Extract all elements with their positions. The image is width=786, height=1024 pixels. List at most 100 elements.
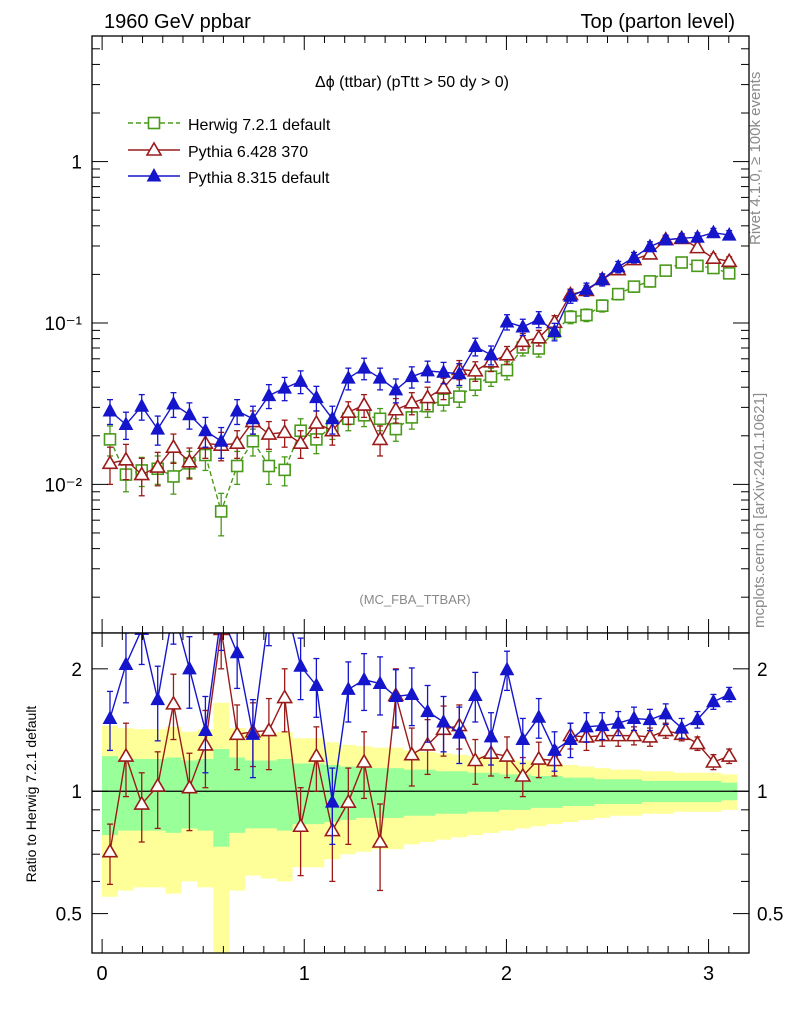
header-left: 1960 GeV ppbar	[104, 11, 251, 33]
ratio-series-1-point	[340, 681, 356, 695]
ratio-series-1-point	[102, 710, 118, 724]
series-1-point	[498, 346, 516, 361]
ratio-series-0-point	[165, 695, 182, 710]
series-1-point	[466, 362, 484, 377]
series-2-point	[388, 381, 404, 396]
series-2-point	[515, 318, 531, 333]
series-1-point	[720, 252, 738, 268]
legend-entry-1	[128, 141, 180, 156]
series-0-point	[230, 459, 244, 473]
legend-label-herwig: Herwig 7.2.1 default	[188, 117, 331, 134]
series-1-point	[435, 379, 452, 394]
series-2-point	[563, 288, 578, 302]
ratio-band-1sigma	[102, 749, 738, 847]
series-1-point	[689, 239, 706, 254]
series-0-point	[453, 390, 466, 403]
series-2-point	[245, 410, 261, 425]
series-1-point	[419, 388, 436, 404]
ratio-series-0-point	[514, 767, 532, 782]
series-2-point	[499, 313, 515, 328]
series-0-point	[278, 463, 291, 477]
ratio-series-0-point	[133, 795, 151, 810]
ratio-series-1-point	[198, 722, 213, 737]
series-1-point	[339, 403, 357, 419]
series-1-point	[387, 401, 405, 416]
ratio-series-0-point	[260, 721, 278, 737]
series-1-point	[514, 332, 532, 348]
series-2-point	[150, 421, 166, 435]
ratio-series-1-point	[531, 709, 547, 723]
series-2-point	[436, 364, 451, 378]
ratio-series-1-point	[547, 742, 562, 756]
series-2	[102, 224, 737, 459]
ratio-series-0-point	[355, 753, 373, 768]
series-1-point	[133, 465, 151, 481]
ratio-series-1-point	[293, 658, 308, 672]
ratio-series-1-point	[245, 726, 261, 740]
ratio-series-1-point	[594, 717, 610, 732]
series-2-point	[102, 402, 118, 417]
series-1-point	[307, 414, 325, 429]
series-1-point	[355, 396, 373, 411]
series-0-point	[500, 363, 514, 377]
ratio-series-1-point	[626, 710, 642, 724]
series-2-point	[213, 433, 229, 447]
series-2-point	[229, 402, 245, 417]
ratio-y-tick-label-right: 2	[757, 660, 768, 681]
ratio-series-0-point	[625, 727, 643, 742]
ratio-series-1-point	[372, 675, 388, 690]
series-0-point	[373, 412, 387, 426]
ratio-y-tick-label-right: 1	[757, 782, 768, 803]
ratio-series-1-point	[642, 711, 658, 726]
legend-label-pythia6: Pythia 6.428 370	[188, 144, 308, 161]
ratio-series-1-point	[563, 731, 578, 746]
ratio-y-tick-label-right: 0.5	[757, 905, 783, 926]
legend: Herwig 7.2.1 default Pythia 6.428 370 Py…	[128, 116, 331, 187]
ratio-series-1-point	[721, 686, 737, 700]
ratio-series-1-point	[610, 715, 626, 729]
series-2-point	[277, 380, 292, 394]
series-0-point	[564, 310, 577, 324]
main-y-tick-label: 10⁻²	[45, 475, 83, 496]
series-0-point	[643, 275, 657, 288]
series-2-point	[626, 249, 642, 264]
series-0-point	[595, 299, 609, 312]
plot-title: Δϕ (ttbar) (pTtt > 50 dy > 0)	[315, 74, 509, 91]
main-y-tick-label: 10⁻¹	[45, 314, 83, 335]
ratio-series-1-point	[690, 711, 705, 726]
ratio-series-0-point	[228, 725, 246, 741]
mcplots-reference-label: mcplots.cern.ch [arXiv:2401.10621]	[751, 393, 768, 628]
series-2-point	[198, 422, 213, 437]
series-1-point	[181, 453, 198, 468]
series-1-point	[705, 249, 722, 265]
ratio-series-0-point	[689, 734, 706, 750]
ratio-series-1-point	[356, 671, 372, 686]
series-2-point	[451, 365, 467, 380]
ratio-series-0-point	[307, 747, 325, 762]
legend-label-pythia8: Pythia 8.315 default	[188, 170, 330, 187]
main-plot-area: 10⁻²10⁻¹1 Δϕ (ttbar) (pTtt > 50 dy > 0) …	[45, 35, 750, 634]
series-2-point	[420, 362, 435, 377]
series-0-point	[627, 280, 641, 293]
legend-marker-1	[145, 141, 163, 156]
ratio-series-1-point	[674, 720, 690, 734]
series-1-point	[276, 423, 294, 439]
series-2-point	[404, 368, 420, 383]
series-2-point	[547, 323, 562, 338]
ratio-series-1-point	[467, 687, 483, 701]
analysis-watermark: (MC_FBA_TTBAR)	[359, 592, 470, 607]
series-0-point	[722, 267, 736, 280]
series-2-point	[372, 370, 388, 384]
ratio-series-1-point	[579, 718, 594, 733]
ratio-series-1-point	[483, 728, 499, 743]
series-1-point	[530, 329, 548, 344]
series-0-point	[167, 470, 180, 483]
series-2-point	[706, 224, 721, 239]
ratio-series-1-point	[706, 693, 721, 708]
series-0-point	[675, 256, 688, 269]
series-2-point	[674, 230, 690, 244]
ratio-y-tick-label: 0.5	[56, 905, 82, 926]
ratio-series-0-point	[181, 779, 198, 794]
ratio-series-1-point	[404, 686, 420, 700]
series-2-point	[483, 346, 499, 361]
